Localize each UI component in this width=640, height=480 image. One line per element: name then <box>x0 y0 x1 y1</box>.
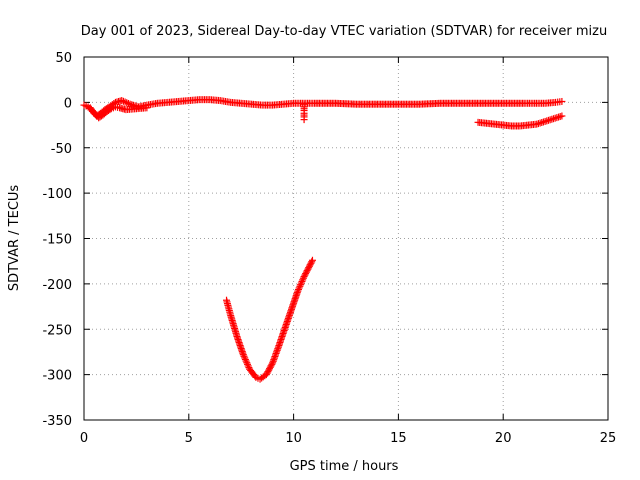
data-point <box>143 104 151 112</box>
trace-marker <box>123 99 131 107</box>
trace-marker <box>303 267 311 275</box>
y-tick-label: 50 <box>55 51 72 66</box>
trace-marker <box>121 98 129 106</box>
y-tick-label: -150 <box>42 233 72 248</box>
grid <box>84 57 608 420</box>
trace-marker <box>240 352 248 360</box>
trace-marker <box>241 354 249 362</box>
chart-title: Day 001 of 2023, Sidereal Day-to-day VTE… <box>81 24 607 39</box>
y-tick-label: -200 <box>42 278 72 293</box>
trace-marker <box>302 270 310 278</box>
data-point <box>300 116 308 124</box>
x-tick-label: 10 <box>285 431 302 446</box>
trace-marker <box>264 368 272 376</box>
trace-marker <box>263 369 271 377</box>
trace-marker <box>241 356 249 363</box>
trace-marker <box>244 362 252 370</box>
data-point <box>558 112 566 120</box>
trace-marker <box>119 97 127 105</box>
data-point <box>294 287 302 295</box>
axes <box>83 56 609 421</box>
trace-marker <box>305 264 313 272</box>
trace-marker <box>295 284 303 292</box>
trace-marker <box>307 259 315 267</box>
x-ticks: 0 5 10 15 20 25 <box>80 57 616 446</box>
trace-marker <box>304 265 312 273</box>
trace-marker <box>296 282 304 290</box>
trace-marker <box>268 360 276 368</box>
data-point <box>262 371 270 379</box>
trace-marker <box>243 359 251 367</box>
y-tick-label: -250 <box>42 323 72 338</box>
trace-marker <box>299 276 307 284</box>
trace-marker <box>242 357 250 365</box>
trace-marker <box>301 271 309 279</box>
trace-marker <box>267 362 275 370</box>
trace-marker <box>306 261 314 269</box>
y-tick-label: -350 <box>42 414 72 429</box>
trace-marker <box>298 277 306 285</box>
trace-marker <box>297 281 305 289</box>
data-point <box>118 97 126 105</box>
trace-marker <box>297 279 305 287</box>
y-axis-label: SDTVAR / TECUs <box>7 185 22 292</box>
trace-marker <box>265 365 273 373</box>
data-point <box>558 97 566 105</box>
data-point <box>239 351 247 359</box>
x-tick-label: 20 <box>495 431 512 446</box>
trace-marker <box>124 99 132 107</box>
y-tick-label: 0 <box>64 96 72 111</box>
data-point <box>300 273 308 281</box>
trace-marker <box>299 274 307 282</box>
data-point <box>308 256 316 264</box>
trace-marker <box>302 268 310 276</box>
x-axis-label: GPS time / hours <box>290 459 399 474</box>
trace-marker <box>294 286 302 294</box>
x-tick-label: 5 <box>185 431 193 446</box>
x-tick-label: 25 <box>600 431 617 446</box>
trace-marker <box>308 258 316 266</box>
plot-frame <box>83 56 609 421</box>
y-ticks: 50 0 -50 -100 -150 -200 -250 -300 -350 <box>42 51 608 429</box>
x-tick-label: 15 <box>390 431 407 446</box>
trace-marker <box>266 363 274 371</box>
trace-marker <box>243 360 251 368</box>
y-tick-label: -300 <box>42 369 72 384</box>
y-tick-label: -100 <box>42 187 72 202</box>
y-tick-label: -50 <box>51 142 72 157</box>
data-points <box>80 96 566 383</box>
trace-marker <box>265 366 273 374</box>
trace-marker <box>305 262 313 270</box>
x-tick-label: 0 <box>80 431 88 446</box>
